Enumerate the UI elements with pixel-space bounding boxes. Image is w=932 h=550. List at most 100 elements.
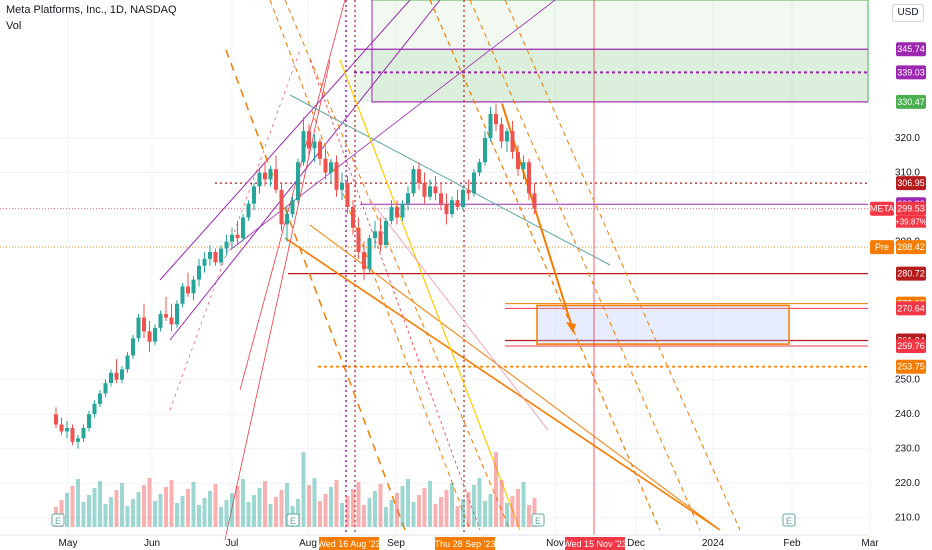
- candle-body: [230, 234, 234, 242]
- volume-indicator-label: Vol: [6, 20, 22, 32]
- candle-body: [461, 189, 465, 208]
- candle-body: [235, 234, 240, 239]
- channel-line: [169, 0, 441, 341]
- candle-body: [494, 113, 498, 125]
- x-tick-label: 2024: [702, 538, 725, 549]
- candle-body: [224, 241, 229, 249]
- candle-body: [120, 369, 124, 380]
- price-label: 280.72: [897, 269, 925, 279]
- volume-bar: [180, 496, 185, 527]
- volume-bar: [351, 489, 355, 527]
- earnings-icon: [51, 513, 65, 527]
- trend-line: [309, 224, 721, 531]
- target-zone: [354, 49, 868, 102]
- earnings-icon: [782, 513, 796, 527]
- candle-body: [340, 182, 344, 190]
- volume-bar: [235, 486, 240, 527]
- price-tag-bg: [870, 201, 894, 216]
- candle-body: [197, 265, 201, 280]
- volume-bar: [241, 479, 245, 527]
- candle-body: [406, 193, 410, 204]
- x-tick-label: Jul: [226, 538, 239, 549]
- fan-line: [309, 59, 481, 531]
- volume-bar: [428, 481, 432, 527]
- volume-bar: [461, 499, 465, 527]
- volume-bar: [411, 502, 416, 527]
- candle-body: [208, 251, 212, 259]
- price-label-bg: [896, 359, 926, 374]
- target-zone-outline: [371, 0, 869, 103]
- price-sub: +39.87%: [895, 218, 927, 227]
- candle-body: [395, 207, 399, 218]
- candle-body: [356, 227, 361, 252]
- candle-body: [521, 162, 526, 170]
- y-tick-label: 220.0: [895, 478, 920, 489]
- candle-body: [175, 303, 179, 325]
- price-label-bg: [896, 266, 926, 281]
- price-label-bg: [896, 94, 926, 109]
- price-label: 253.75: [897, 362, 925, 372]
- volume-bar: [224, 500, 229, 527]
- x-tick-label: Dec: [627, 538, 645, 549]
- candle-body: [444, 203, 449, 214]
- candle-body: [153, 327, 157, 342]
- price-tag: Pre: [875, 242, 889, 252]
- volume-bar: [65, 493, 69, 527]
- date-highlight-label: Thu 28 Sep '23: [435, 539, 496, 549]
- volume-bar: [114, 490, 119, 527]
- earnings-icon-letter: E: [55, 516, 61, 526]
- volume-bar: [422, 488, 427, 527]
- price-label-bg: [896, 301, 926, 316]
- volume-bar: [494, 452, 498, 527]
- volume-bar: [296, 499, 300, 527]
- volume-bar: [142, 485, 146, 527]
- volume-bar: [318, 501, 322, 527]
- candle-body: [158, 314, 163, 328]
- candle-body: [142, 317, 146, 332]
- candle-body: [483, 138, 487, 163]
- candle-body: [488, 113, 493, 139]
- price-label: 339.03: [897, 67, 925, 77]
- channel-line: [229, 0, 556, 251]
- fan-line: [225, 49, 406, 531]
- candle-body: [428, 186, 432, 197]
- price-label: 270.64: [897, 303, 925, 313]
- volume-bar: [153, 501, 157, 527]
- x-tick-label: Nov: [546, 538, 564, 549]
- candle-body: [103, 383, 108, 394]
- candle-body: [169, 317, 174, 325]
- candle-body: [400, 203, 405, 218]
- candle-body: [257, 172, 262, 187]
- candle-body: [164, 314, 168, 318]
- volume-bar: [274, 497, 278, 527]
- candle-body: [532, 193, 537, 209]
- date-highlight-bg: [435, 537, 495, 550]
- candle-body: [87, 414, 91, 428]
- candle-body: [505, 131, 509, 142]
- volume-bar: [516, 489, 520, 527]
- candle-body: [312, 141, 317, 149]
- volume-bar: [120, 483, 124, 527]
- fan-line: [369, 199, 549, 431]
- y-tick-label: 250.0: [895, 375, 920, 386]
- volume-bar: [406, 479, 410, 527]
- candle-body: [246, 203, 251, 218]
- candle-body: [186, 286, 190, 294]
- y-tick-label: 320.0: [895, 133, 920, 144]
- candle-body: [279, 189, 284, 225]
- volume-bar: [483, 501, 487, 527]
- price-label: 306.95: [897, 178, 925, 188]
- price-label: 288.42: [897, 242, 925, 252]
- volume-bar: [109, 497, 113, 527]
- volume-bar: [395, 493, 399, 527]
- volume-bar: [329, 487, 333, 527]
- candle-body: [296, 162, 300, 201]
- date-highlight-label: Wed 16 Aug '23: [317, 539, 380, 549]
- volume-bar: [340, 503, 344, 527]
- y-tick-label: 210.0: [895, 513, 920, 524]
- candle-body: [373, 231, 377, 239]
- volume-bar: [532, 498, 537, 527]
- currency-button[interactable]: USD: [892, 4, 924, 22]
- volume-bar: [450, 483, 454, 527]
